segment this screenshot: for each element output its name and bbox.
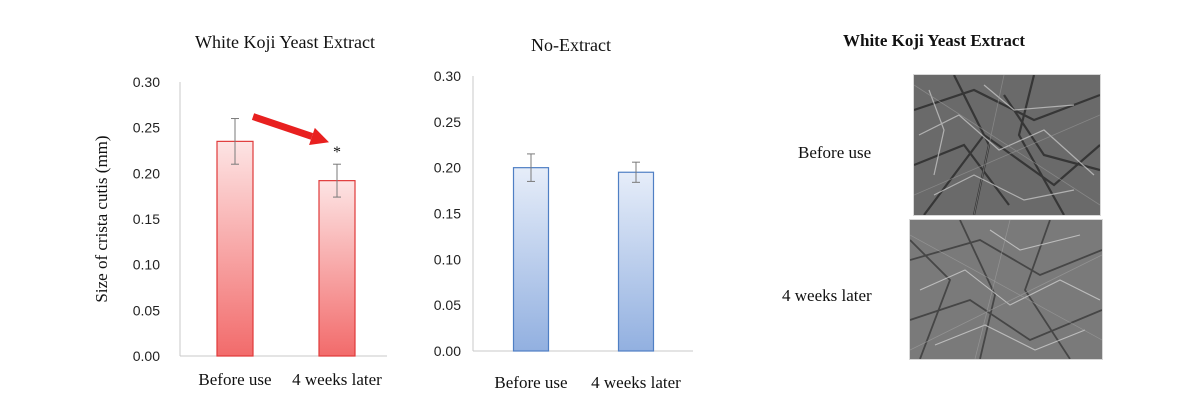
y-axis-label: Size of crista cutis (mm) [92,135,111,302]
y-tick-label: 0.05 [133,302,160,318]
bar [318,180,356,357]
y-tick-label: 0.30 [133,74,160,90]
y-tick-label: 0.25 [434,114,461,130]
y-tick-label: 0.20 [133,165,160,181]
image-panel-title: White Koji Yeast Extract [843,31,1026,50]
y-tick-label: 0.05 [434,297,461,313]
y-tick-label: 0.15 [133,211,160,227]
trend-arrow [251,113,314,140]
skin-surface-photo-icon [910,220,1102,359]
chart-title: No-Extract [531,35,611,55]
x-category-label: 4 weeks later [591,373,681,392]
before-use-skin-photo [913,74,1101,216]
chart-1: White Koji Yeast Extract 0.00 0.05 0.10 0.15… [92,32,387,389]
four-weeks-skin-photo [909,219,1103,360]
chart-2: No-Extract 0.00 0.05 0.10 0.15 0.20 0.25 0.30 Be… [434,35,693,392]
significance-marker: * [333,144,341,161]
y-tick-label: 0.20 [434,160,461,176]
bar [216,140,254,357]
chart-title: White Koji Yeast Extract [195,32,375,52]
x-category-label: 4 weeks later [292,370,382,389]
x-category-label: Before use [198,370,271,389]
y-tick-label: 0.00 [434,343,461,359]
trend-arrow-head [309,127,329,145]
y-tick-label: 0.00 [133,348,160,364]
before-use-photo-label: Before use [798,143,872,162]
bar [512,167,550,352]
four-weeks-photo-label: 4 weeks later [782,286,872,305]
y-tick-label: 0.10 [133,257,160,273]
bar [617,171,655,352]
y-tick-label: 0.15 [434,206,461,222]
y-tick-label: 0.30 [434,68,461,84]
x-category-label: Before use [494,373,567,392]
y-tick-label: 0.10 [434,251,461,267]
y-tick-label: 0.25 [133,120,160,136]
skin-surface-photo-icon [914,75,1100,215]
